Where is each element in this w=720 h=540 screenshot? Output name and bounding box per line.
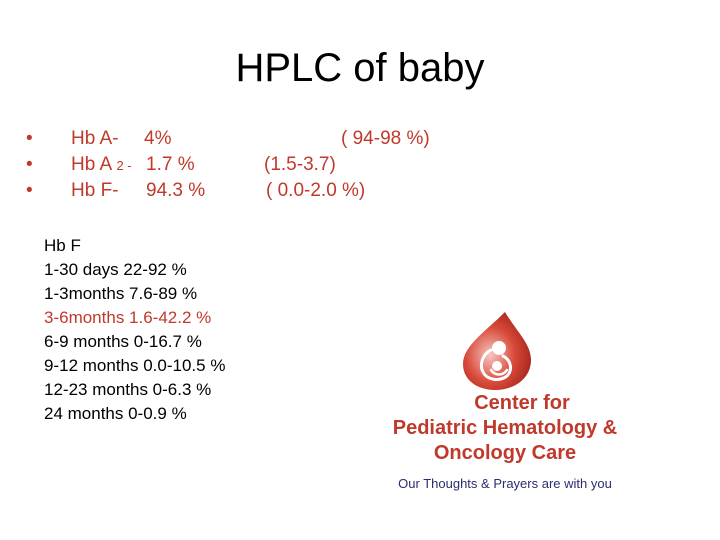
reference-range: ( 0.0-2.0 %)	[266, 180, 366, 201]
range-line: 6-9 months 0-16.7 %	[44, 332, 202, 351]
subscript-label: 2 -	[116, 158, 132, 173]
slide-title: HPLC of baby	[235, 46, 485, 90]
logo-line-2: Pediatric Hematology &	[392, 417, 618, 439]
result-value: 94.3 %	[146, 180, 206, 201]
bullet-dot: •	[26, 180, 33, 201]
result-label: Hb A 2 -	[71, 154, 132, 175]
reference-range: (1.5-3.7)	[264, 154, 336, 175]
logo-line-1: Center for	[474, 392, 570, 414]
bullet-dot: •	[26, 154, 33, 175]
range-line: 9-12 months 0.0-10.5 %	[44, 356, 226, 375]
range-line: 1-3months 7.6-89 %	[44, 284, 198, 303]
result-value: 1.7 %	[146, 154, 195, 175]
ranges-heading: Hb F	[44, 236, 81, 255]
range-line: 1-30 days 22-92 %	[44, 260, 187, 279]
blood-drop-mother-child-icon	[463, 312, 531, 390]
logo-tagline: Our Thoughts & Prayers are with you	[398, 476, 612, 491]
range-line: 24 months 0-0.9 %	[44, 404, 187, 423]
range-line: 12-23 months 0-6.3 %	[44, 380, 212, 399]
result-value: 4%	[144, 128, 172, 149]
center-logo: Center for Pediatric Hematology & Oncolo…	[340, 300, 670, 500]
result-label: Hb A-	[71, 128, 119, 149]
range-line-highlighted: 3-6months 1.6-42.2 %	[44, 308, 212, 327]
logo-line-3: Oncology Care	[433, 442, 577, 464]
result-label: Hb F-	[71, 180, 119, 201]
reference-range: ( 94-98 %)	[341, 128, 430, 149]
bullet-dot: •	[26, 128, 33, 149]
hb-f-age-ranges: Hb F 1-30 days 22-92 % 1-3months 7.6-89 …	[44, 234, 225, 426]
